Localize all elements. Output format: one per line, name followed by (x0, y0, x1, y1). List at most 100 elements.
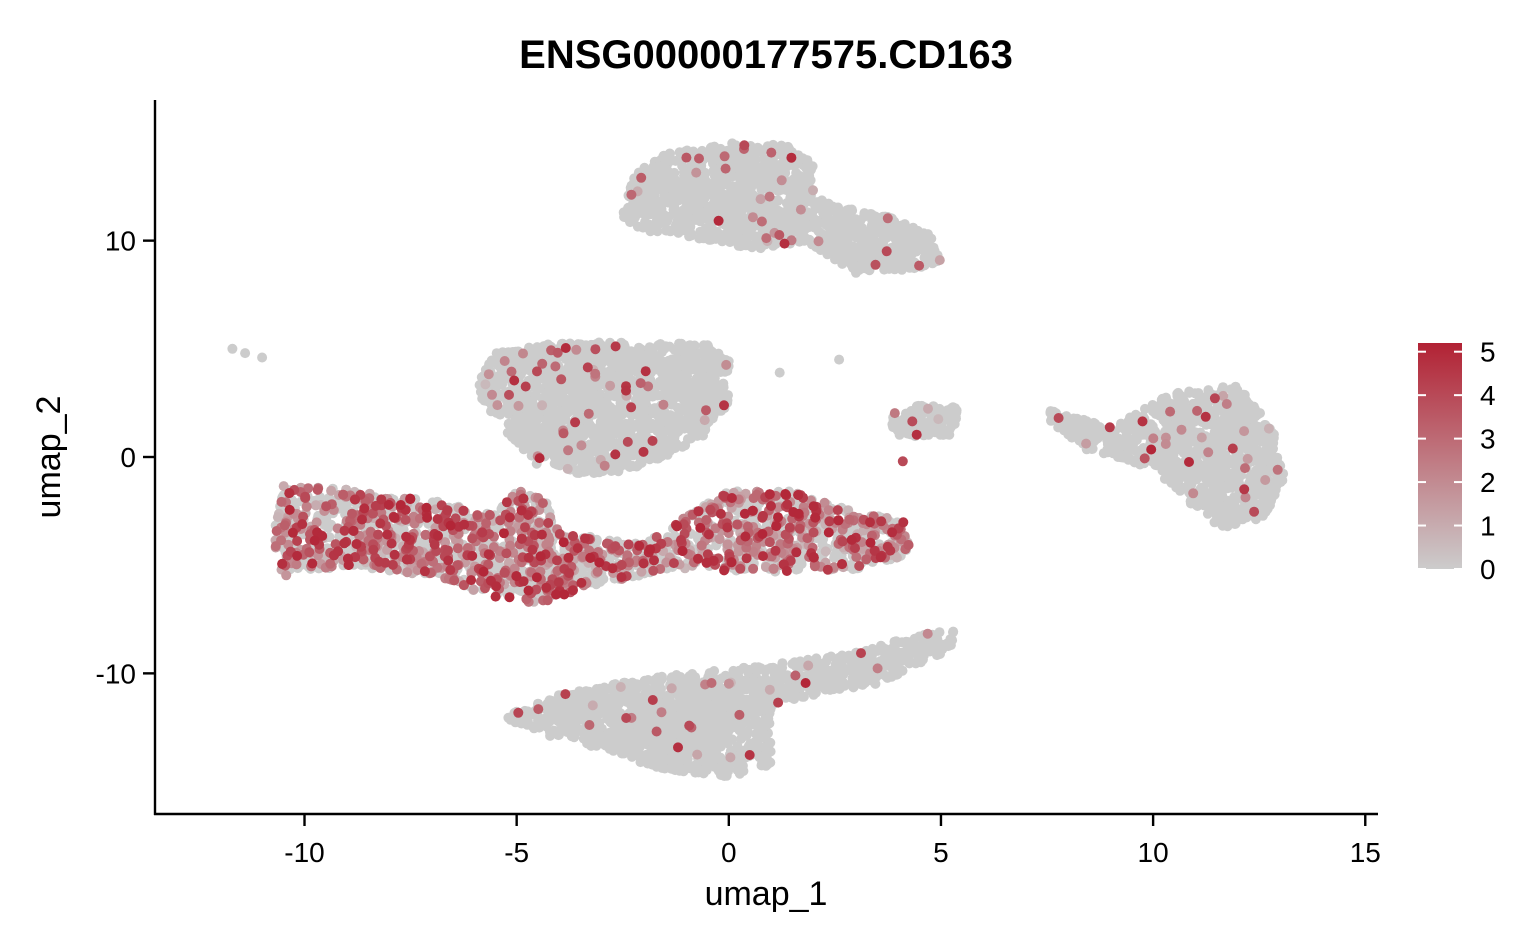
cell-point (547, 415, 558, 426)
cell-point (652, 453, 663, 464)
cell-point (493, 379, 503, 390)
cell-point (582, 423, 593, 434)
cell-point (511, 413, 521, 424)
cell-point (859, 208, 870, 219)
cell-point (835, 216, 846, 227)
cell-point (590, 380, 601, 391)
cell-point (558, 386, 569, 397)
cell-point (669, 344, 680, 355)
cell-point (1255, 408, 1265, 419)
cell-point (554, 450, 565, 461)
cell-point (1171, 456, 1182, 467)
cell-point (1179, 403, 1190, 414)
cell-point (724, 231, 735, 242)
cell-point (658, 445, 669, 456)
cell-point (686, 346, 697, 357)
cell-point (914, 235, 925, 246)
cell-point (708, 353, 718, 364)
cell-point (510, 423, 521, 434)
cell-point (719, 207, 729, 218)
cell-point (844, 251, 855, 262)
cell-point (657, 430, 668, 441)
cell-point (753, 178, 764, 189)
cell-point (568, 379, 579, 390)
cell-point (737, 205, 748, 216)
cell-point (730, 219, 741, 230)
cell-point (676, 221, 687, 232)
cell-point (682, 201, 693, 212)
cell-point (768, 139, 779, 150)
cell-point (867, 223, 878, 234)
cell-point (1245, 471, 1256, 482)
cell-point (860, 228, 871, 239)
cell-point (1162, 458, 1173, 469)
cell-point (701, 181, 712, 192)
cell-point (1206, 505, 1217, 516)
cell-point (519, 438, 530, 449)
cell-point (1271, 480, 1282, 491)
cell-point (697, 145, 708, 156)
cell-point (658, 364, 668, 375)
cell-point (777, 662, 788, 673)
cell-point (899, 228, 910, 239)
cell-point (594, 445, 605, 456)
cell-point (646, 223, 657, 234)
cell-point (601, 351, 612, 362)
cell-point (572, 367, 583, 378)
cell-point (726, 170, 737, 181)
cell-point (888, 224, 899, 235)
cell-point (1216, 485, 1227, 496)
cell-point (810, 216, 821, 227)
cell-point (655, 218, 666, 229)
cell-point (727, 206, 738, 217)
cell-point (709, 141, 720, 152)
cell-point (597, 418, 608, 429)
cell-point (1159, 396, 1170, 406)
cell-point (899, 259, 909, 270)
cell-point (850, 214, 861, 225)
cell-point (571, 465, 582, 476)
cell-point (603, 389, 614, 400)
cell-point (635, 424, 646, 435)
cell-point (804, 171, 815, 182)
cell-point (692, 359, 703, 370)
cell-point (669, 180, 680, 190)
cell-point (854, 249, 865, 260)
cell-point (1110, 446, 1121, 456)
cell-point (674, 414, 685, 425)
cell-point (1115, 420, 1126, 431)
cell-point (669, 386, 679, 397)
cell-point (1116, 435, 1127, 446)
cell-point (1206, 473, 1217, 484)
cell-point (822, 210, 833, 221)
cell-point (702, 342, 713, 353)
cell-point (655, 180, 666, 191)
cell-point (1243, 410, 1254, 421)
cell-point (735, 241, 746, 252)
cell-point (1226, 499, 1237, 510)
cell-point (657, 380, 668, 391)
cell-point (691, 214, 702, 225)
cell-point (888, 663, 899, 674)
cell-point (837, 251, 848, 262)
cell-point (1230, 518, 1241, 529)
cell-point (889, 254, 900, 265)
cell-point (807, 208, 818, 219)
cell-point (523, 426, 533, 437)
cell-point (817, 670, 828, 681)
cell-point (684, 399, 695, 410)
cell-point (798, 194, 809, 205)
cell-point (1234, 404, 1245, 414)
cell-point (1125, 434, 1136, 445)
cell-point (700, 424, 711, 435)
cell-point (1181, 414, 1192, 424)
cell-point (643, 349, 654, 360)
cell-point (624, 726, 635, 737)
cell-point (566, 358, 577, 369)
cell-point (1257, 510, 1268, 521)
cell-point (718, 378, 729, 389)
cell-point (855, 260, 866, 271)
cell-point (667, 435, 678, 446)
cell-point (1172, 388, 1183, 399)
